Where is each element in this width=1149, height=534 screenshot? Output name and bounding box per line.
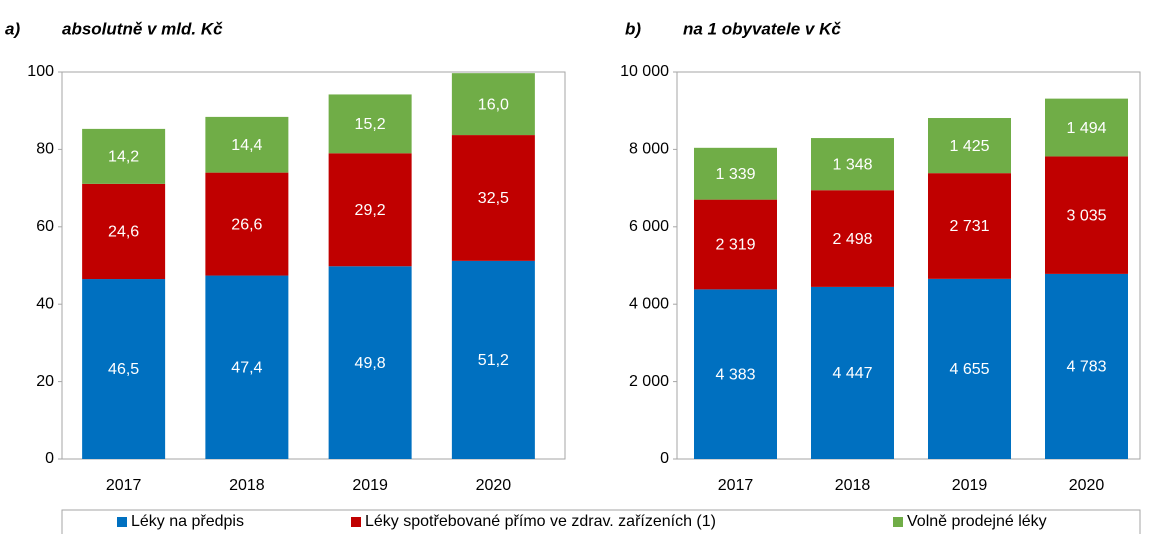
bar-segment bbox=[1045, 156, 1128, 274]
value-label: 47,4 bbox=[231, 359, 262, 376]
bar-segment bbox=[694, 199, 777, 290]
legend-swatch bbox=[117, 517, 127, 527]
x-tick-label: 2018 bbox=[835, 477, 871, 494]
y-tick-label: 0 bbox=[660, 450, 669, 467]
bar-segment bbox=[451, 260, 535, 459]
x-tick-label: 2017 bbox=[718, 477, 754, 494]
value-label: 1 494 bbox=[1066, 120, 1106, 137]
legend-label: Léky na předpis bbox=[131, 513, 244, 530]
y-tick-label: 100 bbox=[27, 63, 54, 80]
value-label: 32,5 bbox=[478, 190, 509, 207]
legend-swatch bbox=[351, 517, 361, 527]
value-label: 2 498 bbox=[832, 231, 872, 248]
plot-frame bbox=[676, 71, 1141, 460]
bar-segment bbox=[328, 153, 412, 267]
chart-title: absolutně v mld. Kč bbox=[62, 19, 223, 38]
value-label: 29,2 bbox=[355, 202, 386, 219]
bar-segment bbox=[928, 173, 1011, 279]
bar-segment bbox=[82, 279, 166, 459]
x-tick-label: 2017 bbox=[106, 477, 142, 494]
bar-segment bbox=[82, 183, 166, 280]
bar-segment bbox=[811, 190, 894, 287]
y-tick-label: 4 000 bbox=[629, 295, 669, 312]
value-label: 46,5 bbox=[108, 361, 139, 378]
y-tick-label: 2 000 bbox=[629, 373, 669, 390]
bar-segment bbox=[811, 138, 894, 191]
legend-swatch bbox=[893, 517, 903, 527]
bar-segment bbox=[1045, 98, 1128, 157]
value-label: 24,6 bbox=[108, 224, 139, 241]
value-label: 14,4 bbox=[231, 137, 262, 154]
legend-frame bbox=[61, 509, 1141, 534]
bar-segment bbox=[928, 118, 1011, 174]
bar-segment bbox=[694, 289, 777, 459]
plot-frame bbox=[61, 71, 566, 460]
value-label: 2 731 bbox=[949, 218, 989, 235]
y-tick-label: 0 bbox=[45, 450, 54, 467]
x-tick-label: 2020 bbox=[476, 477, 512, 494]
bar-segment bbox=[451, 135, 535, 261]
bar-segment bbox=[328, 94, 412, 154]
y-tick-label: 20 bbox=[36, 373, 54, 390]
x-tick-label: 2019 bbox=[352, 477, 388, 494]
value-label: 16,0 bbox=[478, 96, 509, 113]
value-label: 2 319 bbox=[715, 237, 755, 254]
value-label: 26,6 bbox=[231, 216, 262, 233]
panel-label: b) bbox=[625, 19, 641, 38]
y-tick-label: 10 000 bbox=[620, 63, 669, 80]
x-tick-label: 2019 bbox=[952, 477, 988, 494]
y-tick-label: 60 bbox=[36, 218, 54, 235]
bar-segment bbox=[205, 275, 289, 459]
bar-segment bbox=[82, 128, 166, 184]
value-label: 4 383 bbox=[715, 366, 755, 383]
panel-label: a) bbox=[5, 19, 20, 38]
chart-title: na 1 obyvatele v Kč bbox=[683, 19, 841, 38]
x-tick-label: 2018 bbox=[229, 477, 265, 494]
bar-segment bbox=[1045, 273, 1128, 459]
legend-label: Léky spotřebované přímo ve zdrav. zaříze… bbox=[365, 513, 716, 530]
value-label: 15,2 bbox=[355, 116, 386, 133]
value-label: 4 447 bbox=[832, 365, 872, 382]
value-label: 3 035 bbox=[1066, 207, 1106, 224]
value-label: 4 783 bbox=[1066, 359, 1106, 376]
value-label: 1 339 bbox=[715, 166, 755, 183]
bar-segment bbox=[928, 278, 1011, 459]
bar-segment bbox=[811, 286, 894, 459]
value-label: 14,2 bbox=[108, 149, 139, 166]
legend-label: Volně prodejné léky bbox=[907, 513, 1047, 530]
bar-segment bbox=[328, 266, 412, 459]
y-tick-label: 80 bbox=[36, 141, 54, 158]
y-tick-label: 8 000 bbox=[629, 141, 669, 158]
bar-segment bbox=[694, 147, 777, 200]
x-tick-label: 2020 bbox=[1069, 477, 1105, 494]
value-label: 51,2 bbox=[478, 352, 509, 369]
y-tick-label: 40 bbox=[36, 295, 54, 312]
value-label: 4 655 bbox=[949, 361, 989, 378]
value-label: 49,8 bbox=[355, 355, 386, 372]
value-label: 1 348 bbox=[832, 156, 872, 173]
bar-segment bbox=[205, 172, 289, 276]
value-label: 1 425 bbox=[949, 138, 989, 155]
bar-segment bbox=[451, 73, 535, 136]
bar-segment bbox=[205, 116, 289, 173]
y-tick-label: 6 000 bbox=[629, 218, 669, 235]
